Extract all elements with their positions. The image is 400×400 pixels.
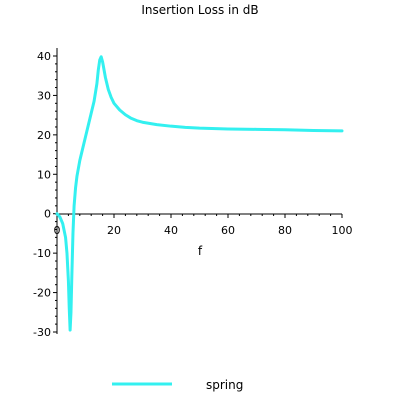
y-tick-label: 30: [37, 89, 51, 102]
x-tick-label: 100: [332, 224, 353, 237]
x-axis-label: f: [198, 244, 203, 258]
y-tick-label: 40: [37, 50, 51, 63]
x-tick-label: 0: [54, 224, 61, 237]
y-tick-label: -10: [33, 247, 51, 260]
chart-title: Insertion Loss in dB: [141, 3, 258, 17]
legend: spring: [112, 378, 243, 392]
x-tick-label: 20: [107, 224, 121, 237]
y-tick-label: -20: [33, 287, 51, 300]
x-tick-label: 60: [221, 224, 235, 237]
axes: [55, 48, 342, 334]
x-tick-label: 80: [278, 224, 292, 237]
y-tick-label: 0: [44, 208, 51, 221]
series-line-spring: [55, 55, 344, 332]
legend-label-spring: spring: [206, 378, 243, 392]
x-tick-label: 40: [164, 224, 178, 237]
series-layer: [55, 55, 344, 332]
y-tick-label: 20: [37, 129, 51, 142]
y-tick-label: 10: [37, 168, 51, 181]
y-tick-label: -30: [33, 326, 51, 339]
